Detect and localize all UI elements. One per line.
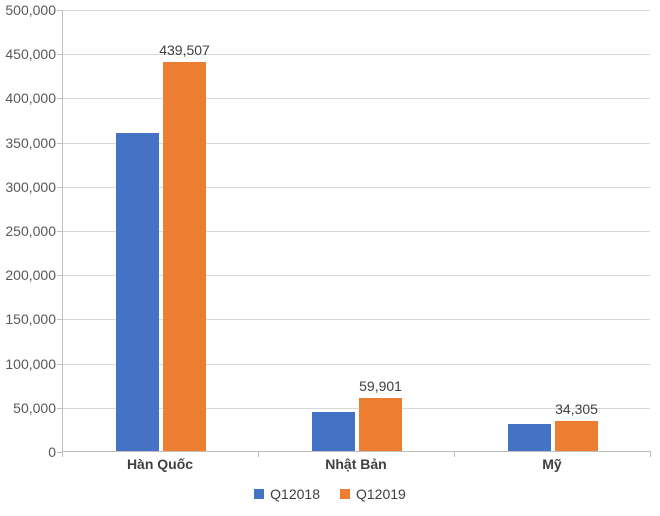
y-axis: 050,000100,000150,000200,000250,000300,0… [0, 0, 62, 452]
bar-q1_2019: 59,901 [359, 398, 402, 451]
y-tick-mark [57, 319, 63, 320]
bar-q1_2018 [312, 412, 355, 451]
chart-container: 0 50,000 100,000 150,000 200,000 250,000 300,0… [0, 0, 660, 516]
bar-q1_2018 [508, 424, 551, 451]
bar-q1_2019: 439,507 [163, 62, 206, 451]
grid-line [63, 54, 650, 55]
y-tick-mark [57, 275, 63, 276]
grid-line [63, 98, 650, 99]
y-tick-label: 250,000 [5, 223, 56, 239]
y-tick-label: 300,000 [5, 179, 56, 195]
y-tick-mark [57, 98, 63, 99]
plot-area: 439,507 59,901 34,305 [62, 10, 650, 452]
grid-line [63, 10, 650, 11]
y-tick-label: 500,000 [5, 2, 56, 18]
y-tick-mark [57, 408, 63, 409]
bar-q1_2019: 34,305 [555, 421, 598, 451]
bar-value-label: 439,507 [159, 42, 210, 58]
y-tick-mark [57, 54, 63, 55]
y-tick-label: 50,000 [13, 400, 56, 416]
x-category-label: Hàn Quốc [127, 456, 193, 472]
x-tick-mark [650, 451, 651, 457]
y-tick-label: 0 [48, 444, 56, 460]
y-tick-label: 150,000 [5, 311, 56, 327]
bar-q1_2018 [116, 133, 159, 451]
y-tick-mark [57, 143, 63, 144]
legend-swatch [340, 489, 350, 499]
legend-label: Q12018 [270, 486, 320, 502]
bar-value-label: 59,901 [359, 378, 402, 394]
x-axis-labels: Hàn Quốc Nhật Bản Mỹ [62, 456, 650, 480]
y-tick-label: 450,000 [5, 46, 56, 62]
y-tick-label: 200,000 [5, 267, 56, 283]
bar-value-label: 34,305 [555, 401, 598, 417]
legend-item: Q12019 [340, 486, 406, 502]
legend: Q12018 Q12019 [0, 486, 660, 502]
y-tick-label: 400,000 [5, 90, 56, 106]
legend-swatch [254, 489, 264, 499]
y-tick-mark [57, 231, 63, 232]
x-category-label: Nhật Bản [325, 456, 386, 472]
legend-item: Q12018 [254, 486, 320, 502]
y-tick-label: 100,000 [5, 356, 56, 372]
legend-label: Q12019 [356, 486, 406, 502]
y-tick-mark [57, 364, 63, 365]
y-tick-mark [57, 10, 63, 11]
y-tick-mark [57, 187, 63, 188]
y-tick-label: 350,000 [5, 135, 56, 151]
x-category-label: Mỹ [542, 456, 561, 472]
